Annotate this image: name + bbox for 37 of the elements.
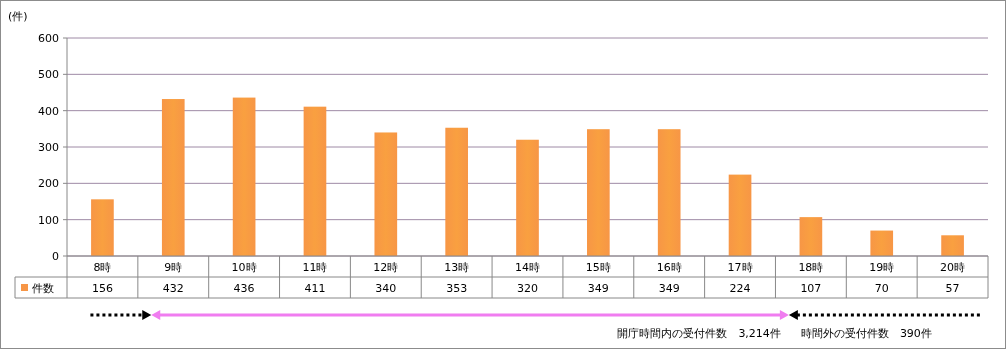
data-label: 320 bbox=[517, 282, 538, 295]
data-label: 107 bbox=[800, 282, 822, 295]
x-tick-label: 19時 bbox=[869, 261, 895, 274]
x-tick-label: 13時 bbox=[444, 261, 470, 274]
x-tick-label: 15時 bbox=[585, 261, 611, 274]
x-tick-label: 17時 bbox=[727, 261, 753, 274]
y-tick-label: 0 bbox=[52, 250, 59, 263]
x-tick-label: 18時 bbox=[798, 261, 824, 274]
y-tick-label: 600 bbox=[38, 32, 59, 45]
y-tick-label: 200 bbox=[38, 177, 59, 191]
data-label: 349 bbox=[658, 282, 680, 295]
data-label: 353 bbox=[446, 282, 468, 295]
x-tick-label: 16時 bbox=[656, 261, 682, 274]
legend-label: 件数 bbox=[32, 282, 54, 295]
y-tick-label: 100 bbox=[38, 213, 59, 227]
x-tick-label: 10時 bbox=[231, 261, 257, 274]
x-tick-label: 20時 bbox=[940, 261, 966, 274]
data-label: 70 bbox=[874, 282, 889, 295]
text: 時間外の受付件数 390件 bbox=[800, 327, 932, 340]
y-tick-label: 300 bbox=[38, 141, 59, 154]
x-tick-label: 8時 bbox=[93, 261, 112, 274]
data-label: 349 bbox=[587, 282, 609, 295]
data-label: 436 bbox=[233, 282, 255, 295]
x-tick-label: 11時 bbox=[302, 261, 328, 274]
data-label: 224 bbox=[729, 282, 751, 295]
data-label: 156 bbox=[91, 282, 113, 295]
x-tick-label: 12時 bbox=[373, 261, 399, 274]
x-tick-label: 14時 bbox=[515, 261, 540, 274]
data-label: 340 bbox=[375, 282, 397, 295]
data-label: 411 bbox=[304, 282, 326, 295]
y-tick-label: 500 bbox=[38, 68, 59, 82]
x-tick-label: 9時 bbox=[164, 261, 183, 274]
text: 開庁時間内の受付件数 3,214件 bbox=[617, 327, 781, 340]
data-label: 57 bbox=[945, 282, 960, 295]
data-label: 432 bbox=[162, 282, 184, 295]
y-axis-title: (件) bbox=[8, 10, 28, 23]
y-tick-label: 400 bbox=[38, 104, 59, 118]
